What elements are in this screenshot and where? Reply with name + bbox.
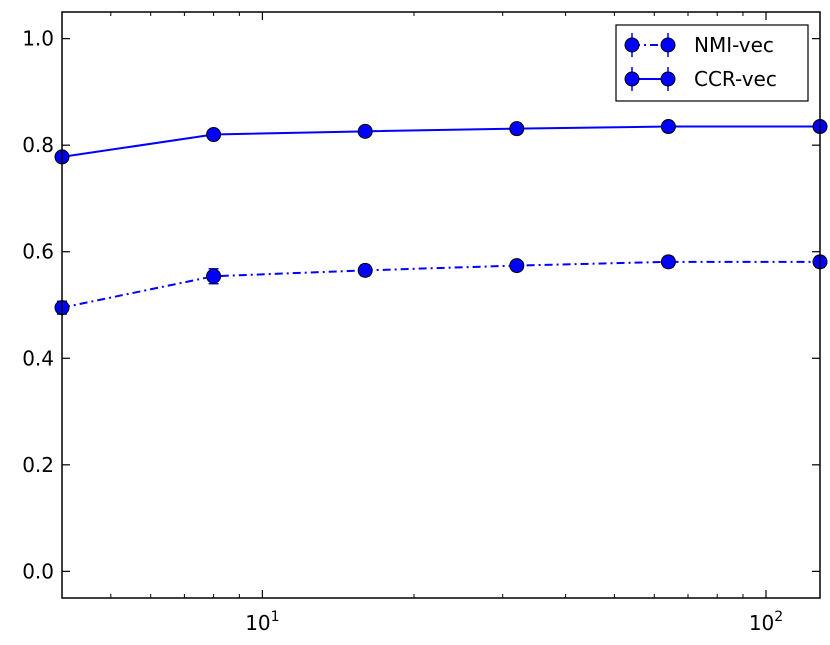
legend-label-ccr-vec: CCR-vec bbox=[694, 67, 777, 91]
data-point-ccr-vec bbox=[206, 127, 222, 143]
data-point-ccr-vec bbox=[509, 121, 525, 137]
series-ccr-vec bbox=[54, 119, 828, 165]
legend-entry-nmi-vec: NMI-vec bbox=[624, 33, 774, 57]
major-ticks bbox=[62, 12, 820, 598]
legend-entry-ccr-vec: CCR-vec bbox=[624, 67, 777, 91]
data-point-nmi-vec bbox=[357, 262, 373, 278]
plot-background bbox=[62, 12, 820, 598]
y-tick-label: 1.0 bbox=[22, 27, 54, 51]
legend-marker-ccr-vec-left bbox=[624, 71, 640, 87]
tick-labels: 101 102 0.0 0.2 0.4 0.6 0.8 1.0 bbox=[22, 27, 783, 635]
x-tick-label: 102 bbox=[749, 609, 783, 635]
legend-label-nmi-vec: NMI-vec bbox=[694, 33, 774, 57]
y-tick-label: 0.2 bbox=[22, 453, 54, 477]
series-line-nmi-vec bbox=[61, 260, 820, 309]
y-tick-label: 0.4 bbox=[22, 346, 54, 370]
plot-frame bbox=[61, 11, 821, 599]
legend-marker-nmi-vec-right bbox=[660, 37, 676, 53]
legend-marker-nmi-vec-left bbox=[624, 37, 640, 53]
legend-marker-ccr-vec-right bbox=[660, 71, 676, 87]
series-line-ccr-vec bbox=[61, 125, 820, 158]
data-point-nmi-vec bbox=[206, 268, 222, 284]
data-point-ccr-vec bbox=[357, 123, 373, 139]
y-tick-label: 0.6 bbox=[22, 240, 54, 264]
series-layer bbox=[54, 119, 828, 316]
x-tick-label: 101 bbox=[245, 609, 279, 635]
data-point-ccr-vec bbox=[660, 119, 676, 135]
legend: NMI-vec CCR-vec bbox=[615, 24, 809, 102]
y-tick-label: 0.0 bbox=[22, 559, 54, 583]
y-tick-label: 0.8 bbox=[22, 133, 54, 157]
data-point-nmi-vec bbox=[660, 254, 676, 270]
legend-box bbox=[615, 24, 809, 102]
data-point-nmi-vec bbox=[509, 258, 525, 274]
